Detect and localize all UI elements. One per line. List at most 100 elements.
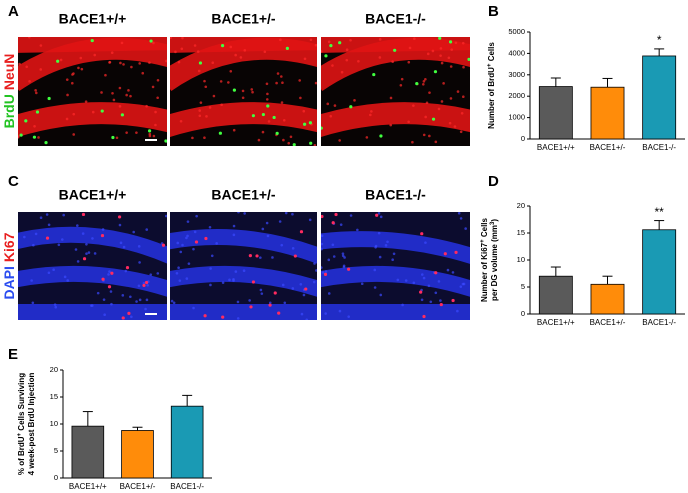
cell [164, 214, 167, 218]
cell [121, 294, 125, 297]
cell [427, 284, 431, 288]
cell [446, 268, 450, 272]
cell [456, 90, 460, 93]
cell [276, 72, 280, 75]
cell [377, 212, 381, 215]
cell [428, 134, 431, 138]
labeled-cell [149, 39, 153, 43]
cell [353, 99, 356, 102]
cell [108, 270, 111, 273]
cell [283, 301, 287, 305]
y-tick-label: 3000 [508, 70, 525, 79]
cell [242, 269, 246, 273]
cell [61, 238, 64, 241]
labeled-cell [275, 131, 279, 136]
cell [440, 61, 444, 65]
labeled-cell [248, 254, 252, 258]
cell [457, 212, 461, 215]
cell [118, 105, 122, 108]
labeled-cell [198, 61, 203, 65]
labeled-cell [19, 133, 23, 137]
cell [422, 133, 426, 137]
cell [179, 119, 183, 123]
panel-label: B [488, 3, 499, 20]
cell [259, 256, 262, 259]
cell [100, 91, 103, 94]
cell [342, 264, 346, 268]
cell [25, 65, 29, 69]
cell [345, 48, 349, 52]
cell [422, 80, 426, 83]
cell [193, 230, 197, 234]
y-axis-label: 4 week-post BrdU Injection [27, 373, 36, 476]
labeled-cell [420, 232, 424, 236]
cell [300, 312, 304, 316]
cell [135, 131, 138, 134]
cell [71, 73, 74, 76]
cell [234, 53, 237, 57]
cell [137, 284, 141, 288]
bar [538, 86, 573, 140]
cell [120, 41, 124, 45]
labeled-cell [434, 271, 438, 275]
cell [239, 56, 243, 59]
cell [154, 123, 157, 127]
cell [208, 225, 212, 229]
cell [138, 261, 141, 264]
cell [187, 262, 191, 265]
cell [248, 299, 251, 302]
y-axis-label-part: 4 week-post BrdU Injection [27, 373, 36, 476]
cell [279, 38, 282, 42]
cell [148, 132, 152, 136]
stain-name: NeuN [1, 54, 17, 91]
labeled-cell [107, 285, 112, 289]
labeled-cell [443, 252, 447, 256]
cell [326, 102, 330, 106]
cell [407, 60, 411, 64]
cell [53, 303, 57, 306]
cell [400, 77, 404, 81]
cell [96, 291, 100, 295]
y-tick-label: 0 [54, 473, 58, 482]
cell [431, 49, 435, 53]
labeled-cell [309, 141, 313, 145]
cell [321, 266, 323, 269]
labeled-cell [321, 126, 323, 130]
cell [327, 40, 331, 44]
labeled-cell [304, 287, 308, 291]
micrograph [321, 212, 470, 320]
y-axis-label-part: + [17, 432, 23, 436]
labeled-cell [125, 265, 130, 270]
cell [349, 38, 352, 42]
cell [267, 120, 271, 123]
panel-label: D [488, 173, 499, 190]
cell-layer [170, 102, 317, 137]
cell [424, 77, 427, 81]
cell [257, 138, 261, 142]
cell [205, 115, 208, 118]
cell [177, 60, 181, 64]
y-axis-label-part: Cells [480, 217, 489, 239]
labeled-cell [438, 37, 442, 40]
cell [90, 304, 93, 307]
cell [129, 94, 132, 98]
cell [373, 268, 377, 272]
cell [357, 60, 360, 63]
cell [341, 252, 345, 255]
cell [39, 68, 43, 71]
cell [453, 125, 457, 128]
labeled-cell [268, 303, 272, 307]
cell [30, 279, 33, 282]
labeled-cell [302, 122, 307, 126]
cell [119, 241, 123, 245]
cell [33, 124, 36, 128]
cell [34, 232, 38, 236]
labeled-cell [324, 54, 328, 58]
cell [236, 317, 240, 320]
x-tick-label: BACE1-/- [642, 318, 676, 327]
labeled-cell [221, 315, 225, 319]
cell [374, 245, 377, 249]
cell [185, 236, 188, 240]
cell [347, 315, 351, 318]
micrograph-bg [170, 212, 317, 320]
